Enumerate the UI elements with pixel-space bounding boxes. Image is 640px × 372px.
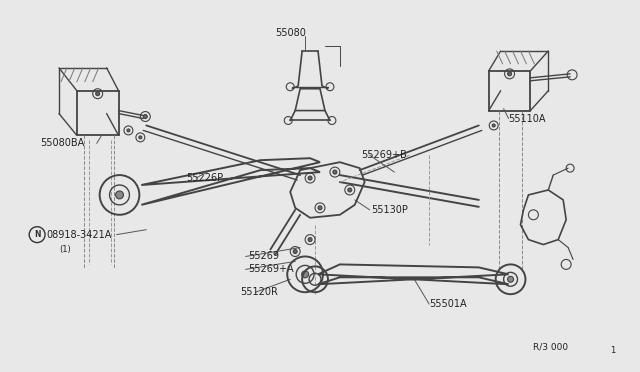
Text: 1: 1 xyxy=(611,346,616,355)
Text: 55080BA: 55080BA xyxy=(40,138,84,148)
Circle shape xyxy=(139,136,142,139)
Circle shape xyxy=(333,170,337,174)
Circle shape xyxy=(29,227,45,243)
Circle shape xyxy=(293,250,297,253)
Circle shape xyxy=(143,115,147,119)
Circle shape xyxy=(308,238,312,241)
Text: 55269: 55269 xyxy=(248,251,280,262)
Circle shape xyxy=(348,188,352,192)
Circle shape xyxy=(301,271,308,278)
Circle shape xyxy=(96,92,100,96)
Circle shape xyxy=(127,129,130,132)
Circle shape xyxy=(116,191,124,199)
Text: 55080: 55080 xyxy=(275,28,306,38)
Text: 55501A: 55501A xyxy=(429,299,467,309)
Text: 08918-3421A: 08918-3421A xyxy=(46,230,111,240)
Text: R/3 000: R/3 000 xyxy=(533,342,568,351)
Text: 55269+B: 55269+B xyxy=(362,150,408,160)
Circle shape xyxy=(508,72,511,76)
Text: 55120R: 55120R xyxy=(241,287,278,297)
Circle shape xyxy=(492,124,495,127)
Text: 55269+A: 55269+A xyxy=(248,264,294,275)
Text: N: N xyxy=(34,230,40,239)
Circle shape xyxy=(308,176,312,180)
Circle shape xyxy=(318,206,322,210)
Text: 55110A: 55110A xyxy=(509,113,546,124)
Text: 55130P: 55130P xyxy=(372,205,408,215)
Circle shape xyxy=(508,276,513,282)
Text: (1): (1) xyxy=(59,245,70,254)
Text: 55226P: 55226P xyxy=(186,173,223,183)
